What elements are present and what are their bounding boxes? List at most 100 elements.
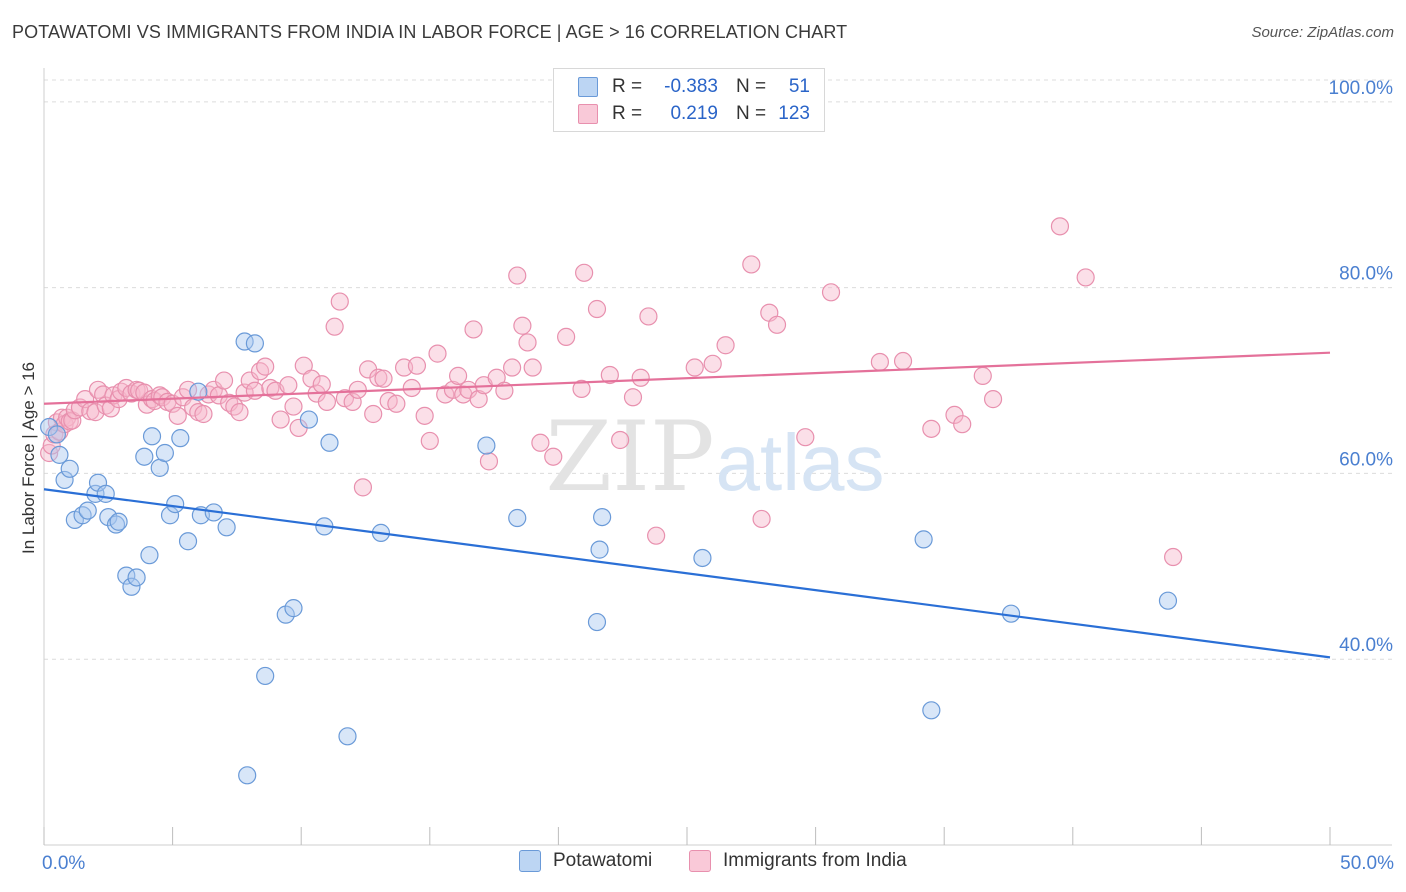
potawatomi-point: [78, 501, 97, 520]
legend-r-value: 0.219: [670, 103, 718, 124]
india-point: [983, 390, 1003, 409]
legend-swatch-blue: [578, 77, 598, 97]
potawatomi-point: [47, 425, 66, 444]
legend-n-label: N =: [736, 103, 767, 124]
potawatomi-point: [189, 382, 208, 401]
potawatomi-point: [127, 568, 146, 587]
potawatomi-point: [922, 701, 941, 720]
india-point: [647, 526, 666, 545]
india-point: [279, 376, 298, 395]
india-point: [631, 368, 650, 387]
series-legend: Potawatomi Immigrants from India: [0, 850, 1406, 878]
potawatomi-point: [135, 447, 154, 466]
india-point: [953, 415, 972, 434]
potawatomi-point: [50, 445, 69, 464]
legend-r-label: R =: [612, 76, 643, 97]
x-tick-label: 0.0%: [42, 853, 85, 874]
potawatomi-point: [99, 507, 118, 527]
legend-n-label: N =: [736, 76, 767, 97]
india-point: [214, 371, 234, 390]
potawatomi-point: [1158, 591, 1178, 610]
india-point: [922, 419, 941, 438]
india-point: [518, 333, 537, 352]
legend-row-india: R = 0.219 N = 123: [578, 102, 810, 126]
india-point: [767, 315, 787, 334]
india-point: [575, 263, 594, 282]
india-point: [639, 307, 658, 326]
india-point: [230, 403, 249, 422]
stats-legend: R = -0.383 N = 51 R = 0.219 N = 123: [553, 68, 825, 132]
legend-swatch-pink: [578, 104, 598, 124]
india-point: [508, 266, 527, 285]
india-point: [464, 320, 483, 339]
legend-item-potawatomi: Potawatomi: [519, 850, 652, 872]
india-point: [407, 356, 427, 375]
potawatomi-point: [238, 766, 257, 785]
india-point: [531, 433, 550, 452]
india-point: [374, 369, 393, 388]
india-point: [284, 397, 303, 416]
watermark-zip: ZIP: [545, 401, 714, 513]
tick-labels: 100.0% 80.0% 60.0% 40.0% 0.0% 50.0%: [42, 78, 1394, 874]
potawatomi-point: [142, 427, 162, 446]
india-point: [330, 292, 349, 311]
potawatomi-point: [178, 532, 198, 551]
legend-swatch-blue: [519, 850, 541, 872]
potawatomi-point: [914, 530, 933, 549]
watermark: ZIP atlas: [545, 401, 884, 513]
legend-item-label: Immigrants from India: [723, 850, 907, 871]
legend-row-potawatomi: R = -0.383 N = 51: [578, 75, 810, 99]
india-point: [716, 336, 735, 355]
y-tick-label: 100.0%: [1329, 78, 1394, 99]
india-point: [623, 388, 643, 407]
potawatomi-point: [140, 546, 159, 565]
india-point: [821, 283, 841, 302]
india-trend-line: [43, 351, 1331, 405]
india-point: [317, 392, 337, 412]
potawatomi-point: [40, 417, 59, 437]
y-axis-label: In Labor Force | Age > 16: [19, 362, 38, 554]
india-point: [893, 351, 913, 371]
legend-n-value: 51: [788, 76, 810, 97]
india-point: [271, 410, 290, 429]
potawatomi-point: [284, 599, 303, 618]
india-point: [168, 406, 187, 425]
india-point: [42, 436, 61, 455]
india-point: [225, 397, 244, 416]
india-point: [479, 452, 499, 471]
india-point: [945, 405, 964, 425]
india-point: [348, 380, 367, 399]
india-point: [86, 403, 105, 422]
axes: [43, 68, 1392, 846]
legend-item-india: Immigrants from India: [689, 850, 907, 872]
y-tick-label: 40.0%: [1339, 635, 1393, 656]
legend-r-label: R =: [612, 103, 643, 124]
watermark-atlas: atlas: [716, 418, 885, 507]
potawatomi-point: [299, 410, 319, 429]
india-point: [443, 380, 463, 399]
india-point: [513, 316, 532, 335]
india-point: [369, 368, 388, 387]
legend-item-label: Potawatomi: [553, 850, 653, 871]
india-point: [387, 394, 406, 413]
india-point: [796, 428, 815, 447]
y-tick-label: 60.0%: [1339, 449, 1393, 470]
potawatomi-point: [245, 334, 265, 353]
potawatomi-point: [55, 470, 74, 490]
potawatomi-point: [155, 443, 174, 463]
india-point: [261, 378, 280, 398]
potawatomi-point: [256, 666, 275, 686]
potawatomi-point: [590, 540, 609, 559]
potawatomi-point: [320, 433, 339, 452]
potawatomi-point: [593, 507, 612, 527]
india-point: [685, 358, 704, 377]
india-point: [204, 380, 223, 399]
india-point: [1050, 217, 1070, 236]
india-point: [600, 365, 619, 385]
potawatomi-point: [166, 494, 185, 514]
india-point: [312, 375, 331, 394]
india-point: [870, 352, 890, 372]
india-point: [343, 392, 362, 412]
india-point: [611, 430, 630, 450]
potawatomi-point: [106, 515, 126, 534]
